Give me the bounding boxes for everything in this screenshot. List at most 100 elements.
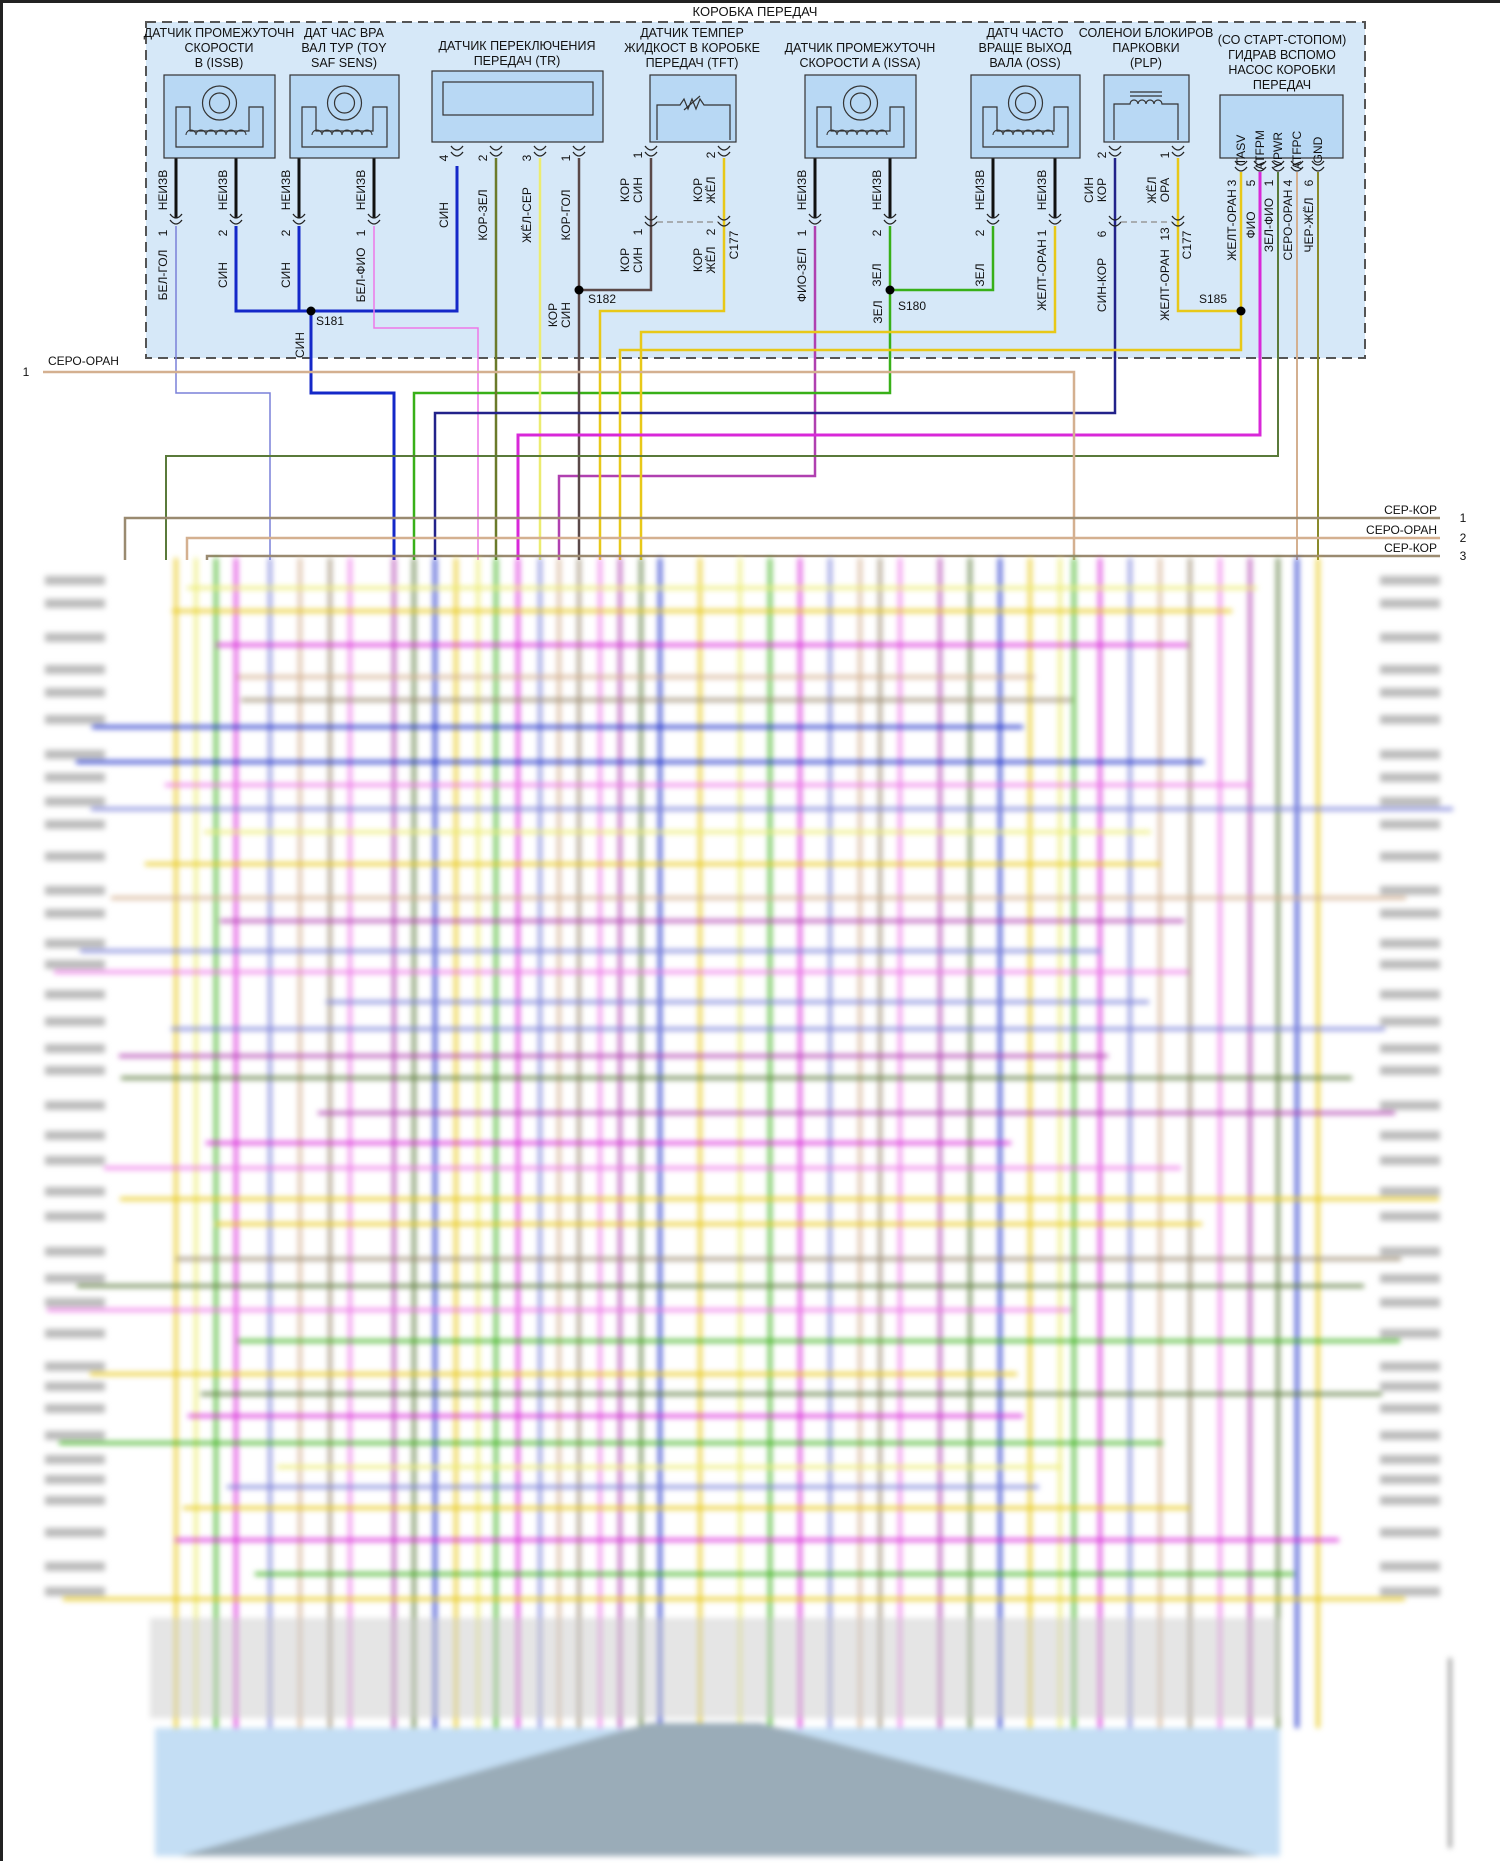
pin-number: 2: [870, 229, 884, 236]
issb-sensor-speed-sensor-icon: [163, 74, 276, 159]
wire: [890, 226, 995, 292]
connector-terminal-icon: [1311, 160, 1325, 172]
pin-number: 1: [1158, 151, 1172, 158]
label: СИН: [631, 247, 645, 273]
blurred-label: [1380, 1431, 1440, 1440]
blurred-label: [45, 665, 105, 674]
blurred-label: [1380, 1212, 1440, 1221]
pin-number: 1: [631, 228, 645, 235]
tr-title: ДАТЧИК ПЕРЕКЛЮЧЕНИЯ: [439, 39, 596, 53]
blurred-label: [45, 1475, 105, 1484]
label: КОР: [618, 248, 632, 272]
blurred-label: [1380, 773, 1440, 782]
connector-terminal-icon: [229, 213, 243, 225]
terminal-label: ATFPC: [1290, 130, 1304, 169]
connector-terminal-icon: [450, 145, 464, 157]
wire: [123, 516, 1440, 560]
blurred-label: [45, 1298, 105, 1307]
harness-pin: 3: [1460, 549, 1467, 560]
transmission-module-boundary: [145, 21, 1366, 359]
wire-color-label: СИН-КОР: [1095, 258, 1109, 312]
pin-number: 3: [520, 154, 534, 161]
harness-pin: 1: [1460, 511, 1467, 525]
terminal-label: VPWR: [1271, 132, 1285, 168]
blurred-label: [45, 852, 105, 861]
wire-color-label: КОР-ЗЕЛ: [476, 189, 490, 240]
connector-terminal-icon: [1108, 145, 1122, 157]
wire-color-label: НЕИЗВ: [156, 170, 170, 211]
connector-terminal-icon: [1271, 160, 1285, 172]
connector-terminal-icon: [1048, 213, 1062, 225]
connector-terminal-icon: [367, 213, 381, 225]
connector-terminal-icon: [1171, 145, 1185, 157]
blurred-label: [45, 1404, 105, 1413]
splice-dot-icon: [1236, 306, 1246, 316]
splice-dot-icon: [885, 285, 895, 295]
harness-wire-label: СЕРО-ОРАН: [1366, 523, 1437, 537]
blurred-label: [1380, 750, 1440, 759]
pin-number: 2: [476, 154, 490, 161]
blurred-label: [45, 886, 105, 895]
blurred-label: [1380, 633, 1440, 642]
wire: [175, 226, 271, 560]
blurred-label: [1380, 1101, 1440, 1110]
blurred-label: [1380, 820, 1440, 829]
wire-color-label: НЕИЗВ: [1035, 170, 1049, 211]
blurred-label: [1380, 1562, 1440, 1571]
harness-wire-label: СЕР-КОР: [1384, 503, 1437, 517]
blurred-label: [45, 990, 105, 999]
pin-number: 2: [1095, 151, 1109, 158]
toy-title: ВАЛ ТУР (TOY: [301, 41, 387, 55]
pin-number: 2: [704, 151, 718, 158]
blurred-label: [45, 1587, 105, 1596]
wire-color-label: НЕИЗВ: [795, 170, 809, 211]
blurred-label: [1380, 1382, 1440, 1391]
connector-terminal-icon: [533, 145, 547, 157]
connector-terminal-icon: [1108, 215, 1122, 227]
blurred-label: [1380, 665, 1440, 674]
blurred-label: [45, 1455, 105, 1464]
connector-id: C177: [1180, 230, 1194, 259]
plp-title: (PLP): [1130, 56, 1162, 70]
wire-color-label: ЗЕЛ: [973, 263, 987, 286]
blurred-label: [45, 1247, 105, 1256]
blurred-label: [45, 820, 105, 829]
wire-color-label: БЕЛ-ГОЛ: [156, 250, 170, 301]
blurred-label: [45, 1274, 105, 1283]
pump-title: ГИДРАВ ВСПОМО: [1228, 48, 1336, 62]
blurred-label: [45, 1187, 105, 1196]
label: СИН: [559, 302, 573, 328]
blurred-label: [45, 909, 105, 918]
connector-terminal-icon: [572, 145, 586, 157]
wire-color-label: СЕРО-ОРАН: [1281, 190, 1295, 261]
blurred-label: [45, 750, 105, 759]
blurred-label: [45, 1212, 105, 1221]
pin-number: 2: [973, 229, 987, 236]
connector-terminal-icon: [808, 213, 822, 225]
label: КОР: [691, 178, 705, 202]
pump-module-icon: [1219, 94, 1344, 159]
label: ЖЁЛ: [704, 177, 718, 204]
blurred-label: [45, 960, 105, 969]
blurred-label: [1380, 688, 1440, 697]
wire: [412, 226, 892, 560]
wire-color-label: НЕИЗВ: [279, 170, 293, 211]
pin-number: 2: [279, 229, 293, 236]
connector-terminal-icon: [717, 215, 731, 227]
connector-terminal-icon: [169, 213, 183, 225]
blurred-label: [1380, 1017, 1440, 1026]
toy-title: SAF SENS): [311, 56, 377, 70]
tr-sensor-element: [442, 81, 594, 116]
blurred-label: [1380, 1329, 1440, 1338]
oss-title: ДАТЧ ЧАСТО: [986, 26, 1063, 40]
wire-sero-oran: [43, 370, 1076, 560]
label: ЖЁЛ: [1145, 177, 1159, 204]
wire-color-label: ЗЕЛ: [871, 300, 885, 323]
terminal-label: GND: [1311, 136, 1325, 163]
connector-terminal-icon: [883, 213, 897, 225]
harness-wire-label: СЕРО-ОРАН: [48, 354, 119, 368]
blurred-label: [45, 1431, 105, 1440]
blurred-connector-row: [150, 1618, 1280, 1718]
wire-color-label: ЖЕЛТ-ОРАН: [1158, 249, 1172, 321]
wire-color-label: СИН: [293, 332, 307, 358]
